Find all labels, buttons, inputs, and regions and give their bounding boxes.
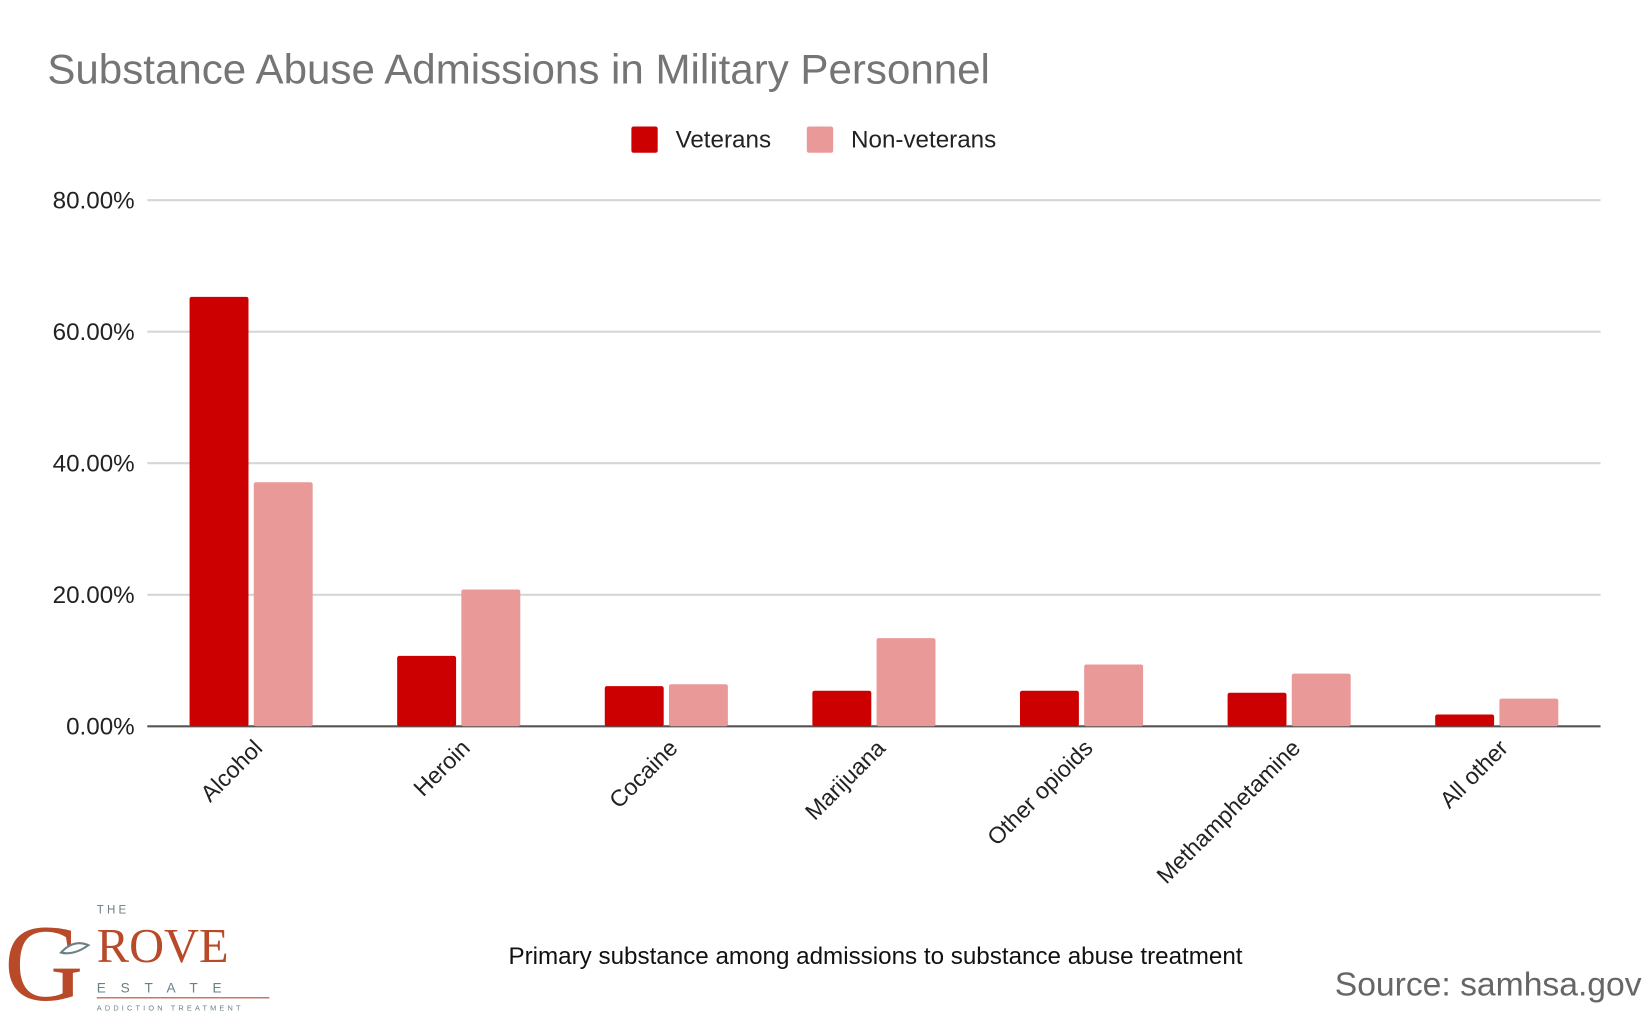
legend-label: Non-veterans bbox=[851, 127, 996, 154]
bar-non-veterans-marijuana bbox=[876, 638, 936, 727]
y-tick-label: 60.00% bbox=[53, 319, 135, 346]
grove-estate-logo: G THE ROVE ESTATE ADDICTION TREATMENT bbox=[4, 902, 270, 1018]
bars bbox=[189, 296, 1559, 727]
x-tick-label: Alcohol bbox=[195, 735, 267, 807]
bar-non-veterans-alcohol bbox=[253, 482, 313, 727]
x-tick-label: Cocaine bbox=[604, 735, 682, 813]
bar-veterans-other-opioids bbox=[1019, 690, 1079, 727]
x-axis-label: Primary substance among admissions to su… bbox=[508, 943, 1242, 970]
x-tick-label: Heroin bbox=[408, 735, 475, 802]
y-tick-label: 40.00% bbox=[53, 451, 135, 478]
bar-veterans-cocaine bbox=[604, 686, 664, 727]
svg-text:ROVE: ROVE bbox=[97, 920, 229, 973]
svg-text:G: G bbox=[4, 902, 83, 1018]
bar-non-veterans-other-opioids bbox=[1084, 664, 1144, 727]
svg-text:ADDICTION TREATMENT: ADDICTION TREATMENT bbox=[97, 1003, 244, 1012]
legend-swatch bbox=[631, 126, 658, 153]
legend-swatch bbox=[806, 126, 834, 153]
x-tick-label: All other bbox=[1434, 734, 1513, 813]
svg-text:THE: THE bbox=[97, 905, 130, 917]
category-labels: Alcohol Heroin Cocaine Marijuana Other opioi… bbox=[195, 734, 1513, 888]
bar-veterans-methamphetamine bbox=[1227, 692, 1287, 727]
bar-non-veterans-methamphetamine bbox=[1291, 673, 1351, 727]
y-tick-label: 0.00% bbox=[66, 714, 135, 741]
y-tick-label: 20.00% bbox=[53, 582, 135, 609]
bar-non-veterans-all-other bbox=[1499, 698, 1559, 727]
bar-non-veterans-cocaine bbox=[668, 684, 728, 727]
y-tick-label: 80.00% bbox=[53, 188, 135, 215]
bar-veterans-heroin bbox=[397, 655, 457, 727]
x-tick-label: Methamphetamine bbox=[1151, 735, 1305, 889]
bar-non-veterans-heroin bbox=[461, 589, 521, 727]
legend: Veterans Non-veterans bbox=[631, 126, 996, 154]
gridlines: 0.00% 20.00% 40.00% 60.00% 80.00% bbox=[53, 188, 1601, 741]
chart-title: Substance Abuse Admissions in Military P… bbox=[47, 45, 990, 92]
legend-label: Veterans bbox=[676, 127, 771, 154]
x-tick-label: Marijuana bbox=[800, 735, 890, 825]
svg-text:ESTATE: ESTATE bbox=[97, 981, 236, 996]
bar-veterans-marijuana bbox=[812, 690, 872, 727]
x-tick-label: Other opioids bbox=[982, 735, 1098, 851]
source-note: Source: samhsa.gov bbox=[1335, 967, 1642, 1004]
bar-veterans-all-other bbox=[1435, 714, 1495, 727]
bar-veterans-alcohol bbox=[189, 296, 249, 727]
